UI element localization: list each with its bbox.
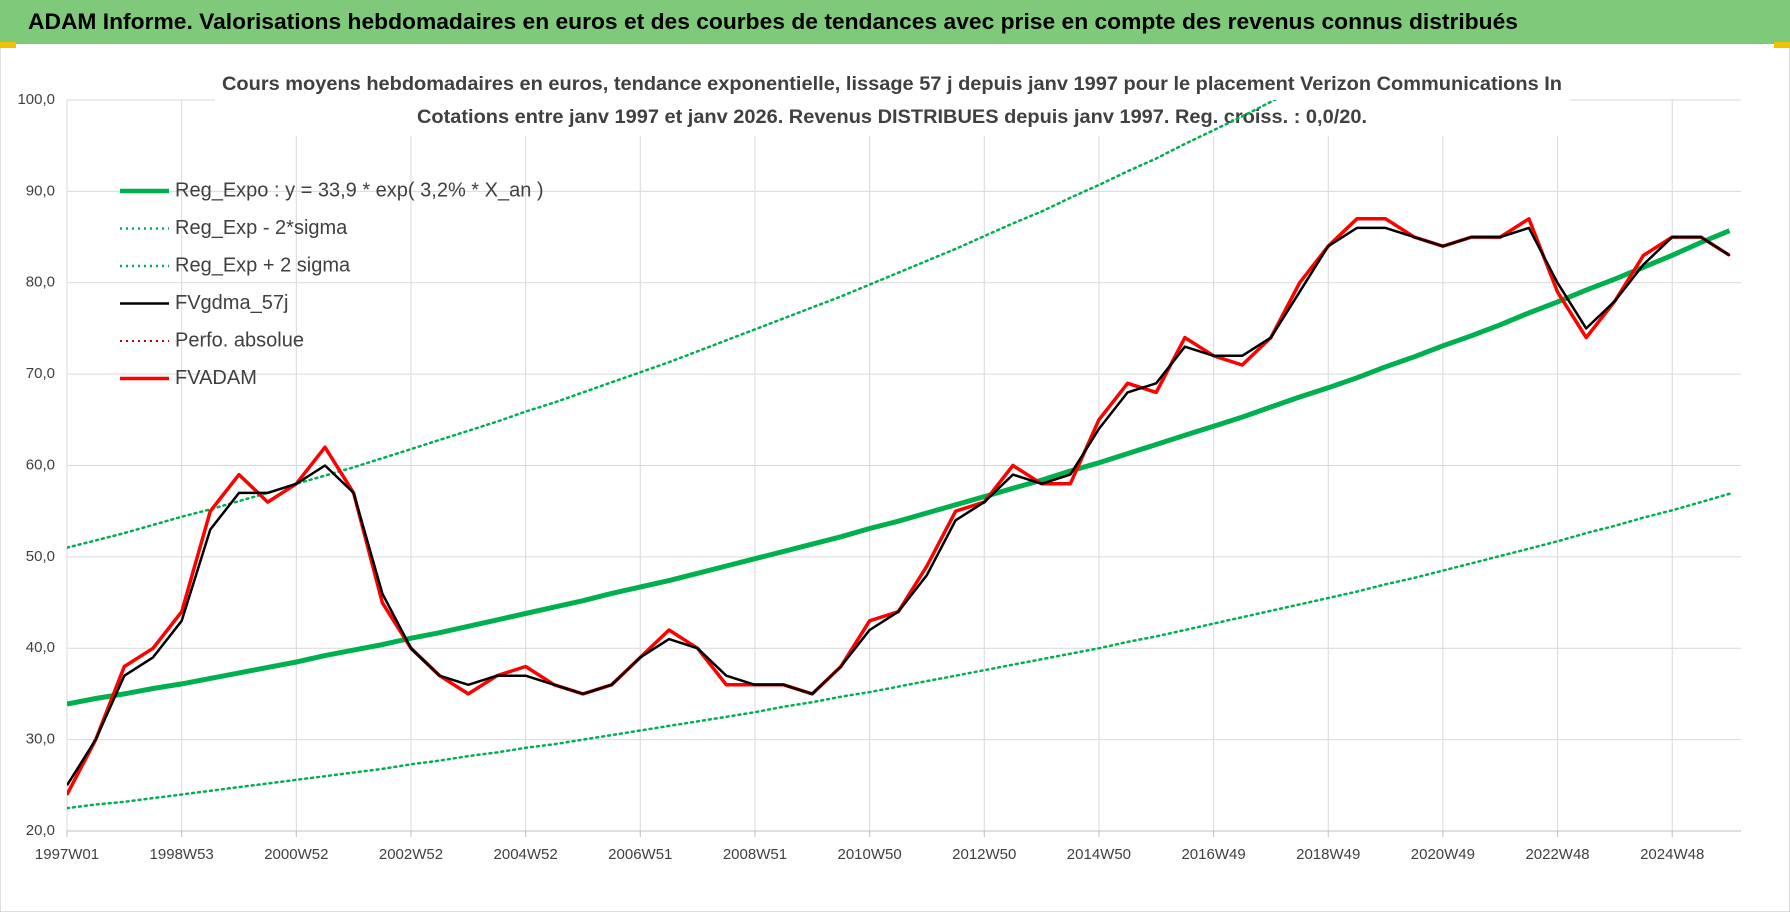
x-tick-label: 2024W48 [1640,846,1704,863]
x-tick-label: 2016W49 [1181,846,1245,863]
y-tick-label: 30,0 [26,731,55,748]
header-title: ADAM Informe. Valorisations hebdomadaire… [28,9,1518,34]
y-tick-label: 80,0 [26,274,55,291]
header-bar [0,0,1790,44]
x-tick-label: 2000W52 [264,846,328,863]
series-group [67,100,1731,810]
x-tick-label: 2006W51 [608,846,672,863]
y-tick-label: 90,0 [26,182,55,199]
chart-subtitle: Cotations entre janv 1997 et janv 2026. … [417,107,1367,128]
series-line [67,228,1731,707]
series-line [67,492,1731,810]
x-tick-label: 2014W50 [1067,846,1131,863]
x-tick-label: 2012W50 [952,846,1016,863]
series-line [67,226,1731,786]
y-tick-label: 60,0 [26,456,55,473]
legend-label: FVgdma_57j [175,292,288,314]
y-tick-label: 100,0 [17,91,55,108]
legend-label: Reg_Exp + 2 sigma [175,254,351,276]
x-tick-label: 2010W50 [837,846,901,863]
x-tick-label: 1997W01 [35,846,99,863]
legend-label: Perfo. absolue [175,329,304,351]
corner [0,42,16,48]
x-tick-label: 2008W51 [723,846,787,863]
y-tick-label: 50,0 [26,548,55,565]
chart-title: Cours moyens hebdomadaires en euros, ten… [222,74,1562,95]
x-tick-label: 2022W48 [1525,846,1589,863]
legend-label: FVADAM [175,367,257,389]
x-tick-label: 2002W52 [379,846,443,863]
legend-label: Reg_Expo : y = 33,9 * exp( 3,2% * X_an ) [175,179,544,201]
series-line [67,100,1278,549]
corner [1774,42,1790,48]
y-tick-label: 70,0 [26,365,55,382]
legend-label: Reg_Exp - 2*sigma [175,217,348,239]
x-tick-label: 2018W49 [1296,846,1360,863]
x-tick-label: 2020W49 [1411,846,1475,863]
title-bg [215,66,1570,136]
x-tick-label: 1998W53 [150,846,214,863]
y-tick-label: 20,0 [26,822,55,839]
y-tick-label: 40,0 [26,639,55,656]
legend: Reg_Expo : y = 33,9 * exp( 3,2% * X_an )… [120,179,544,389]
x-tick-label: 2004W52 [494,846,558,863]
